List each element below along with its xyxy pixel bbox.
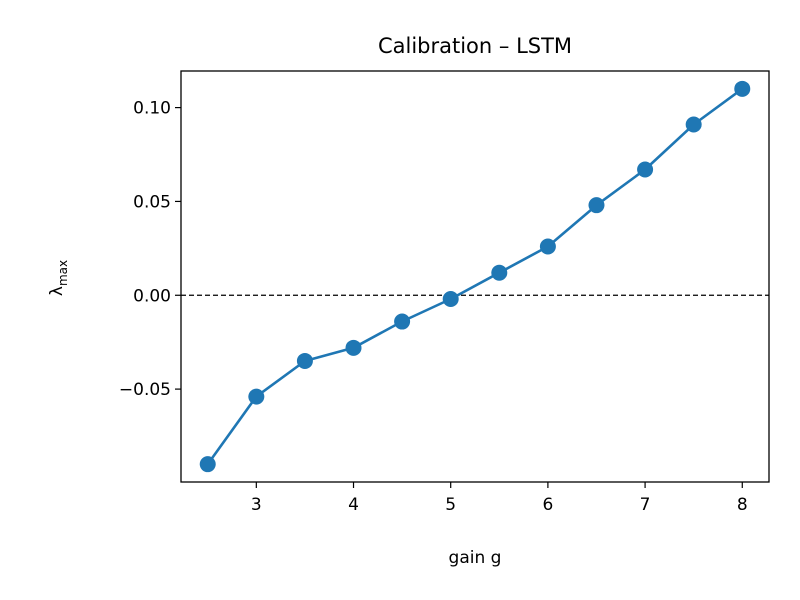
y-axis-label-subscript: max <box>56 260 70 286</box>
y-axis-label-symbol: λ <box>47 286 67 296</box>
data-point <box>637 161 654 178</box>
y-tick-label: 0.10 <box>133 99 171 119</box>
data-point <box>248 388 265 405</box>
data-point <box>442 291 459 308</box>
x-tick-label: 6 <box>542 495 553 515</box>
data-point <box>296 352 313 369</box>
y-axis-label: λmax <box>47 260 70 296</box>
axes-frame <box>180 70 770 483</box>
chart-title: Calibration – LSTM <box>378 34 572 58</box>
data-point <box>685 116 702 133</box>
x-tick-label: 3 <box>251 495 262 515</box>
y-tick-label: 0.00 <box>133 286 171 306</box>
data-point <box>394 313 411 330</box>
data-point <box>345 339 362 356</box>
data-point <box>734 80 751 97</box>
y-tick-label: 0.05 <box>133 192 171 212</box>
data-point <box>199 456 216 473</box>
data-point <box>491 264 508 281</box>
x-tick-label: 7 <box>640 495 651 515</box>
data-point <box>588 197 605 214</box>
x-axis-label: gain g <box>449 548 502 568</box>
x-tick-label: 5 <box>445 495 456 515</box>
data-point <box>539 238 556 255</box>
series-line <box>206 87 744 465</box>
x-tick-label: 8 <box>737 495 748 515</box>
x-tick-label: 4 <box>348 495 359 515</box>
plot-area: 3 4 5 6 7 8 −0.05 0.00 0.05 0.10 <box>119 80 769 515</box>
y-tick-label: −0.05 <box>119 380 171 400</box>
